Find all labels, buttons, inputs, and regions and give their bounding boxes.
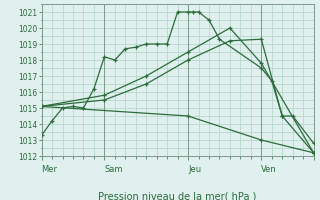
Text: Mer: Mer [42,165,58,174]
Text: Pression niveau de la mer( hPa ): Pression niveau de la mer( hPa ) [99,191,257,200]
Text: Ven: Ven [261,165,277,174]
Text: Sam: Sam [104,165,123,174]
Text: Jeu: Jeu [188,165,201,174]
